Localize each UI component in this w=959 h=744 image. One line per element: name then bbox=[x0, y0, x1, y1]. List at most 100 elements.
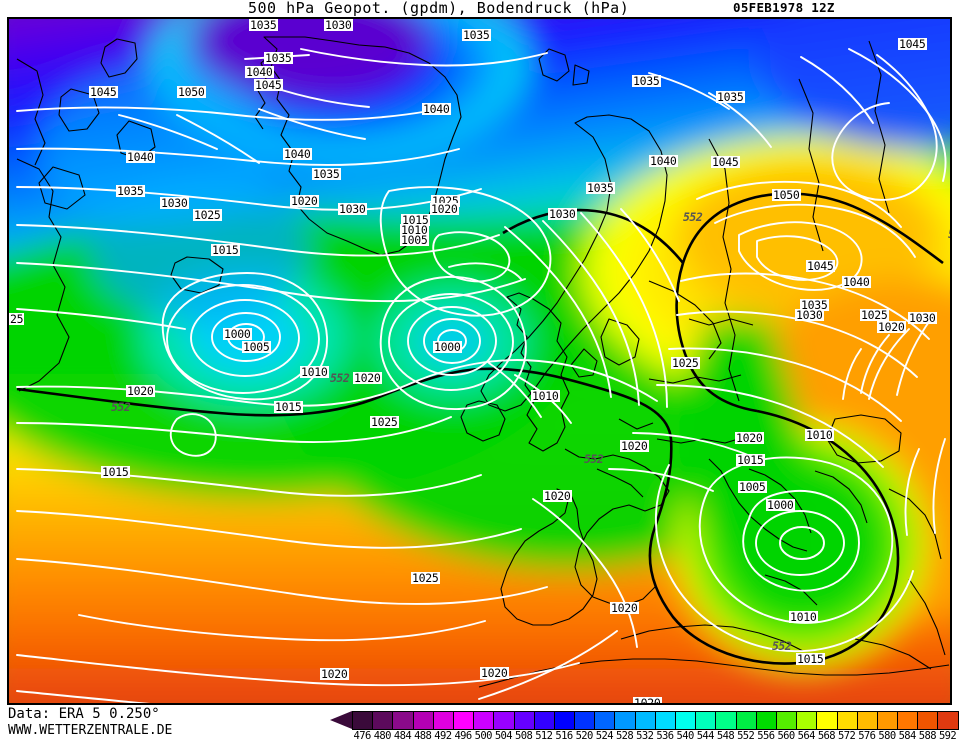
colorbar-tick: 488 bbox=[414, 730, 432, 742]
colorbar-tick: 548 bbox=[716, 730, 735, 742]
colorbar-cell bbox=[775, 711, 797, 730]
colorbar-cell bbox=[452, 711, 474, 730]
colorbar-cell bbox=[715, 711, 736, 730]
isobar-label: 1035 bbox=[264, 51, 293, 65]
isobar-label: 1015 bbox=[101, 465, 130, 479]
colorbar-tick: 564 bbox=[797, 730, 816, 742]
geopotential-label: 552 bbox=[772, 639, 792, 653]
isobar-label: 1000 bbox=[766, 498, 795, 512]
colorbar-tick: 476 bbox=[353, 730, 372, 742]
isobar-label: 1015 bbox=[796, 652, 825, 666]
colorbar-cell bbox=[614, 711, 635, 730]
map-canvas[interactable]: 1035 1030 1035 1045 1035 1040 1045 1045 1050 1035… bbox=[9, 19, 950, 703]
isobar-label: 1035 bbox=[800, 298, 829, 312]
colorbar-tick: 556 bbox=[757, 730, 775, 742]
geopotential-label: 552 bbox=[111, 400, 131, 414]
geopotential-label: 552 bbox=[584, 452, 604, 466]
isobar-label: 1045 bbox=[806, 259, 835, 273]
isobar-label: 1040 bbox=[842, 275, 871, 289]
colorbar-cell bbox=[735, 711, 756, 730]
header: 500 hPa Geopot. (gpdm), Bodendruck (hPa)… bbox=[0, 0, 959, 17]
isobar-label: 1020 bbox=[633, 697, 662, 703]
isobar-label: 1025 bbox=[860, 308, 889, 322]
colorbar-cells bbox=[352, 711, 959, 730]
colorbar-tick: 580 bbox=[878, 730, 896, 742]
colorbar-cell bbox=[836, 711, 857, 730]
isobar-label: 1025 bbox=[193, 208, 222, 222]
map-panel[interactable]: 1035 1030 1035 1045 1035 1040 1045 1045 1050 1035… bbox=[7, 17, 952, 705]
isobar-label: 1040 bbox=[422, 102, 451, 116]
colorbar-cell bbox=[533, 711, 554, 730]
colorbar-cell bbox=[493, 711, 514, 730]
isobar-label: 1045 bbox=[254, 78, 283, 92]
isobar-label: 1025 bbox=[671, 356, 700, 370]
isobar-label: 1015 bbox=[401, 213, 430, 227]
colorbar-tick: 508 bbox=[515, 730, 533, 742]
colorbar-tick: 500 bbox=[474, 730, 493, 742]
isobar-label: 1020 bbox=[480, 666, 509, 680]
isobar-label: 1030 bbox=[795, 308, 824, 322]
colorbar-tick: 504 bbox=[494, 730, 513, 742]
isobar-label: 1005 bbox=[242, 340, 271, 354]
isobar-label: 1005 bbox=[738, 480, 767, 494]
isobar-label: 1035 bbox=[716, 90, 745, 104]
forecast-datetime: 05FEB1978 12Z bbox=[733, 0, 835, 15]
isobar-label: 1020 bbox=[620, 439, 649, 453]
colorbar-tick: 544 bbox=[696, 730, 715, 742]
data-source-text: Data: ERA 5 0.250° bbox=[8, 706, 160, 722]
geopotential-label: 552 bbox=[330, 371, 350, 385]
colorbar-tick: 576 bbox=[858, 730, 876, 742]
colorbar-cell bbox=[553, 711, 575, 730]
isobar-label: 1045 bbox=[89, 85, 118, 99]
isobar-label: 1015 bbox=[736, 453, 765, 467]
colorbar-tick: 560 bbox=[777, 730, 795, 742]
colorbar-cell bbox=[654, 711, 675, 730]
isobar-label: 1020 bbox=[353, 371, 382, 385]
isobar-label: 1005 bbox=[400, 233, 429, 247]
colorbar-cell bbox=[372, 711, 393, 730]
isobar-label: 1030 bbox=[324, 19, 353, 32]
website-text: WWW.WETTERZENTRALE.DE bbox=[8, 723, 173, 738]
isobar-label: 1045 bbox=[711, 155, 740, 169]
isobar-label: 1020 bbox=[320, 667, 349, 681]
colorbar-cell bbox=[634, 711, 655, 730]
isobar-label: 1015 bbox=[274, 400, 303, 414]
isobar-label: 1020 bbox=[610, 601, 639, 615]
colorbar-tick: 540 bbox=[676, 730, 695, 742]
colorbar-tick: 516 bbox=[555, 730, 573, 742]
colorbar-tick: 532 bbox=[636, 730, 654, 742]
isobar-label: 1020 bbox=[126, 384, 155, 398]
colorbar-cell bbox=[856, 711, 877, 730]
isobar-label: 1040 bbox=[245, 65, 274, 79]
colorbar-cell bbox=[695, 711, 716, 730]
isobar-label: 1035 bbox=[586, 181, 615, 195]
colorbar-cell bbox=[917, 711, 938, 730]
colorbar-tick: 584 bbox=[898, 730, 917, 742]
isobar-label: 1050 bbox=[772, 188, 801, 202]
colorbar-tick: 524 bbox=[595, 730, 614, 742]
isobar-label: 1020 bbox=[430, 202, 459, 216]
isobar-label: 1035 bbox=[116, 184, 145, 198]
isobar-label: 1000 bbox=[433, 340, 462, 354]
isobar-label: 1030 bbox=[338, 202, 367, 216]
colorbar-cell bbox=[675, 711, 696, 730]
colorbar-tick: 512 bbox=[535, 730, 553, 742]
geopotential-label: 552 bbox=[683, 210, 703, 224]
isobar-label: 1050 bbox=[177, 85, 206, 99]
colorbar-cell bbox=[392, 711, 413, 730]
colorbar-tick-labels: 476 480 484 488 492 496 500 504 508 512 516 520 524 5… bbox=[352, 730, 959, 744]
colorbar-tick: 484 bbox=[393, 730, 412, 742]
colorbar-cell bbox=[574, 711, 595, 730]
isobar-label: 1015 bbox=[211, 243, 240, 257]
isobar-label: 1025 bbox=[370, 415, 399, 429]
isobar-label: 1010 bbox=[300, 365, 329, 379]
colorbar-cell bbox=[594, 711, 615, 730]
isobar-label: 1035 bbox=[249, 19, 278, 32]
colorbar-tick: 520 bbox=[575, 730, 594, 742]
colorbar-tick: 588 bbox=[918, 730, 937, 742]
colorbar-cell bbox=[513, 711, 534, 730]
colorbar-tick: 572 bbox=[838, 730, 856, 742]
colorbar-tick: 496 bbox=[454, 730, 472, 742]
colorbar-tick: 552 bbox=[737, 730, 755, 742]
